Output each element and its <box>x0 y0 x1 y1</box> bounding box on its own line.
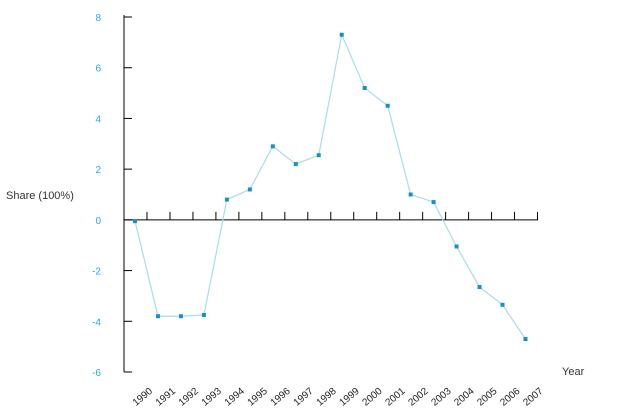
data-point <box>155 314 160 319</box>
x-tick-label: 1996 <box>269 386 293 409</box>
x-tick-label: 1998 <box>315 386 339 409</box>
y-tick-label: 6 <box>95 64 101 75</box>
x-tick-label: 2006 <box>498 386 522 409</box>
series-line <box>134 32 526 340</box>
y-tick-label: 2 <box>95 165 101 176</box>
x-tick-label: 2005 <box>475 386 499 409</box>
y-axis: -6 -4 -2 0 2 4 6 8 <box>92 13 132 379</box>
data-point <box>431 200 436 205</box>
x-tick-label: 2007 <box>521 386 545 409</box>
y-tick-label: -4 <box>92 317 101 328</box>
x-tick-label: 2000 <box>361 386 385 409</box>
data-point <box>339 32 344 37</box>
series <box>133 32 528 342</box>
x-tick-label: 2003 <box>429 386 453 409</box>
data-point <box>270 144 275 149</box>
data-point <box>224 197 229 202</box>
x-tick-label: 2004 <box>452 386 476 409</box>
x-axis-label: Year <box>562 366 585 378</box>
y-axis-label: Share (100%) <box>6 190 74 202</box>
data-point <box>178 314 183 319</box>
x-tick-label: 1999 <box>338 386 362 409</box>
x-axis: 1990199119921993199419951996199719981999… <box>124 211 546 409</box>
data-point <box>316 153 321 158</box>
data-point <box>133 219 137 224</box>
data-point <box>408 192 413 197</box>
x-tick-label: 1991 <box>154 386 178 409</box>
x-tick-label: 1990 <box>131 386 155 409</box>
data-point <box>293 162 298 167</box>
data-point <box>454 244 459 249</box>
x-tick-label: 1997 <box>292 386 316 409</box>
x-tick-label: 1992 <box>177 386 201 409</box>
y-tick-label: 8 <box>95 13 101 24</box>
data-point <box>362 86 367 90</box>
x-tick-label: 1993 <box>200 386 224 409</box>
data-point <box>523 337 528 342</box>
data-point <box>385 103 390 108</box>
data-point <box>201 312 206 317</box>
data-point <box>477 285 482 290</box>
x-tick-label: 2002 <box>406 386 430 409</box>
y-tick-label: 4 <box>95 114 101 125</box>
y-tick-label: -2 <box>92 267 101 278</box>
data-point <box>247 187 252 192</box>
x-tick-label: 1994 <box>223 386 247 409</box>
data-point <box>500 302 505 307</box>
x-tick-label: 2001 <box>383 386 407 409</box>
x-tick-label: 1995 <box>246 386 270 409</box>
y-tick-label: -6 <box>92 368 101 379</box>
y-tick-label: 0 <box>95 216 101 227</box>
